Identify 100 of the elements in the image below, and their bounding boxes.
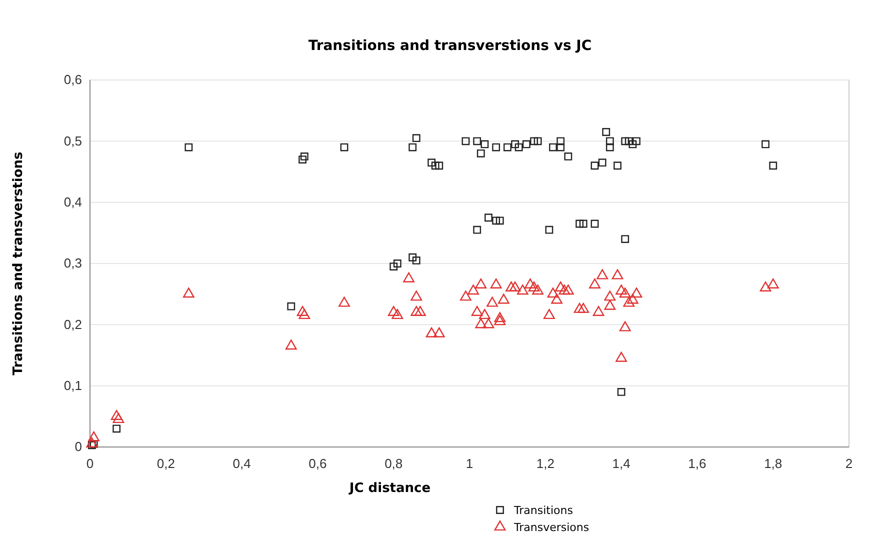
point	[296, 306, 308, 316]
point	[462, 137, 470, 146]
x-tick-label: 0,4	[232, 456, 251, 472]
point	[534, 137, 542, 146]
x-tick-label: 0,8	[384, 456, 403, 472]
point	[412, 134, 420, 142]
point	[547, 288, 559, 298]
point	[596, 269, 608, 280]
point	[621, 235, 630, 243]
point	[562, 284, 574, 295]
point	[490, 278, 502, 288]
point	[619, 288, 631, 298]
point	[482, 318, 494, 328]
point	[614, 162, 622, 170]
point	[616, 352, 627, 362]
point	[616, 284, 627, 295]
x-tick-label: 1,4	[612, 456, 630, 472]
point	[628, 140, 637, 148]
point	[619, 321, 631, 332]
point	[551, 294, 562, 304]
point	[412, 256, 420, 264]
point	[433, 327, 445, 338]
point	[556, 143, 565, 152]
point	[298, 309, 310, 320]
point	[564, 152, 572, 160]
point	[532, 284, 544, 295]
chart-title: Transitions and transverstions vs JC	[308, 38, 592, 54]
point	[86, 437, 98, 448]
point	[473, 226, 482, 234]
point	[110, 410, 122, 420]
point	[390, 262, 398, 271]
point	[545, 226, 554, 234]
point	[184, 143, 193, 152]
point	[528, 281, 540, 292]
x-tick-label: 1,2	[536, 456, 554, 472]
x-axis-title: JC distance	[348, 481, 431, 496]
point	[549, 143, 557, 152]
point	[602, 128, 610, 136]
point	[511, 140, 519, 148]
point	[544, 309, 555, 320]
legend-label: Transitions	[513, 504, 574, 517]
point	[579, 220, 588, 228]
x-tick-label: 1,6	[688, 456, 706, 472]
legend-label: Transversions	[513, 521, 590, 534]
point	[514, 143, 523, 152]
point	[88, 431, 100, 442]
point	[624, 137, 633, 146]
point	[621, 137, 630, 146]
point	[576, 220, 584, 228]
x-tick-label: 1,8	[764, 456, 782, 472]
point	[473, 137, 482, 146]
y-tick-label: 0,3	[64, 256, 82, 271]
y-axis-title: Transitions and transverstions	[11, 152, 26, 376]
point	[340, 143, 348, 152]
y-tick-label: 0,1	[64, 378, 82, 393]
point	[623, 296, 635, 307]
point	[604, 290, 616, 301]
point	[393, 260, 402, 268]
point	[298, 156, 306, 164]
point	[410, 290, 422, 301]
point	[300, 152, 308, 160]
point	[484, 214, 492, 222]
point	[492, 216, 500, 225]
point	[475, 278, 487, 288]
point	[626, 294, 638, 304]
point	[492, 143, 500, 152]
x-tick-label: 0	[86, 456, 94, 472]
point	[590, 162, 599, 170]
point	[516, 284, 528, 295]
point	[590, 220, 599, 228]
point	[503, 143, 512, 152]
point	[471, 306, 483, 316]
y-tick-label: 0,5	[64, 133, 82, 148]
point	[556, 137, 565, 146]
point	[338, 296, 350, 307]
point	[428, 158, 436, 167]
point	[388, 306, 400, 316]
point	[478, 309, 490, 320]
point	[509, 281, 521, 292]
point	[403, 272, 414, 282]
point	[522, 140, 530, 148]
point	[767, 278, 779, 288]
point	[468, 284, 479, 295]
point	[435, 162, 444, 170]
point	[410, 306, 422, 316]
point	[530, 137, 538, 146]
point	[182, 288, 194, 298]
point	[498, 294, 510, 304]
point	[574, 302, 586, 313]
point	[630, 288, 642, 298]
point	[494, 315, 506, 326]
point	[606, 137, 614, 146]
y-tick-label: 0,6	[64, 72, 82, 88]
point	[578, 302, 590, 313]
point	[112, 412, 124, 424]
point	[480, 140, 489, 148]
y-tick-label: 0	[74, 439, 82, 454]
point	[598, 158, 606, 167]
point	[604, 300, 616, 310]
point	[524, 278, 536, 288]
